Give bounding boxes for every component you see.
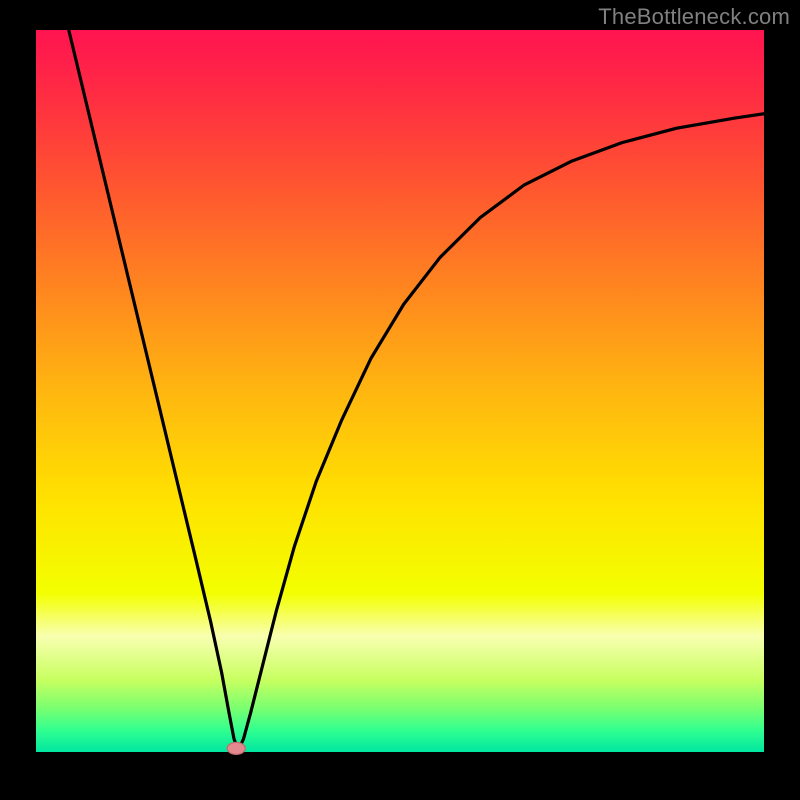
watermark-text: TheBottleneck.com: [598, 4, 790, 30]
chart-svg: [0, 0, 800, 800]
plot-area-background: [36, 30, 764, 752]
optimal-point-marker: [227, 742, 245, 754]
chart-container: TheBottleneck.com: [0, 0, 800, 800]
